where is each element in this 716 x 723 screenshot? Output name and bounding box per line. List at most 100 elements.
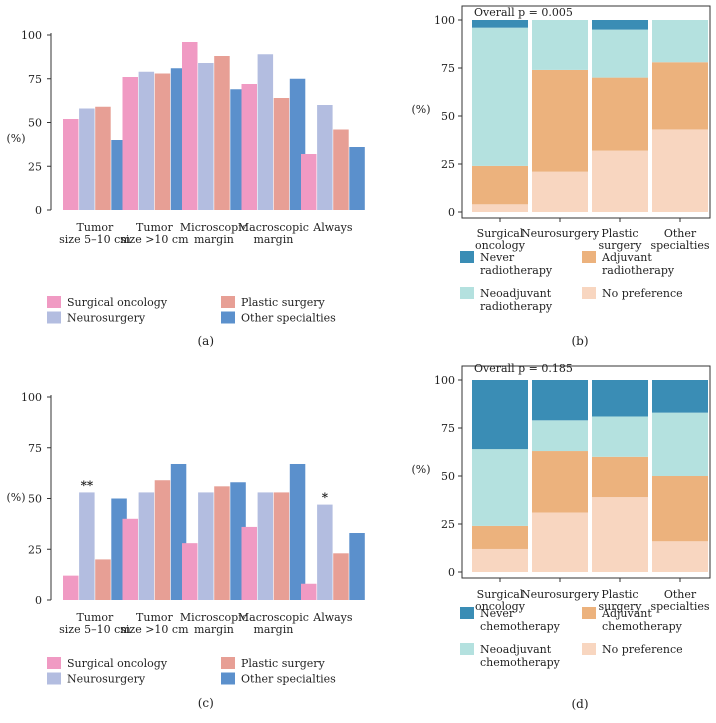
significance-marker: * [322,491,329,505]
bar [198,492,214,600]
y-tick-label: 100 [434,374,455,387]
stacked-segment [652,476,708,542]
y-tick-label: 25 [441,518,455,531]
y-tick-label: 75 [28,442,42,455]
x-tick-label: Plastic [601,588,638,601]
bar [257,492,274,600]
stacked-segment [652,129,708,212]
legend-label: radiotherapy [480,300,553,313]
bar [182,42,198,210]
stacked-segment [472,27,528,166]
stacked-segment [592,456,648,498]
y-tick-label: 100 [21,29,42,42]
x-tick-label: Tumor [136,611,173,624]
legend-swatch [460,607,474,619]
bar [349,533,365,600]
stacked-segment [592,416,648,457]
y-tick-label: 25 [28,160,42,173]
y-tick-label: 50 [441,470,455,483]
y-tick-label: 0 [448,206,455,219]
y-axis-label: (%) [411,103,430,116]
y-tick-label: 0 [35,594,42,607]
bar [214,56,230,210]
panel-label: (b) [571,334,588,348]
legend-swatch [47,672,61,685]
bar [301,583,317,600]
bar [241,84,257,210]
x-tick-label: specialties [650,600,709,613]
legend-label: Plastic surgery [241,296,326,309]
y-tick-label: 50 [441,110,455,123]
stacked-segment [472,20,528,28]
legend-label: Surgical oncology [67,296,168,309]
x-tick-label: Tumor [136,221,173,234]
x-tick-label: margin [253,233,293,246]
x-tick-label: surgery [598,239,642,252]
stacked-segment [652,62,708,130]
bar [301,154,317,210]
bar [154,480,171,600]
x-tick-label: Always [312,611,353,624]
x-tick-label: oncology [475,600,526,613]
x-tick-label: size 5–10 cm [59,623,131,636]
bar [333,129,349,210]
x-tick-label: Plastic [601,227,638,240]
legend-swatch [221,657,235,669]
stacked-segment [472,548,528,572]
x-tick-label: Macroscopic [238,611,309,624]
legend-label: No preference [602,643,683,656]
x-tick-label: Microscopic [180,221,248,234]
bar [95,559,111,600]
panel-label: (a) [197,334,214,348]
bar [95,106,111,210]
x-tick-label: Surgical [477,227,524,240]
bar [154,73,171,210]
stacked-segment [472,380,528,450]
plot-frame [461,5,711,219]
legend-label: Never [480,607,515,620]
legend-swatch [47,311,61,324]
legend-swatch [221,296,235,308]
x-tick-label: size >10 cm [120,233,189,246]
bar [182,543,198,600]
stacked-segment [532,451,588,513]
stacked-segment [472,525,528,549]
legend-label: Neurosurgery [67,673,146,686]
y-axis-label: (%) [6,491,25,504]
bar [79,108,95,210]
legend-label: Adjuvant [601,251,652,264]
stacked-segment [592,20,648,30]
legend-label: Surgical oncology [67,657,168,670]
bar [317,504,333,600]
x-tick-label: Tumor [77,221,114,234]
legend-swatch [460,643,474,655]
stacked-segment [592,77,648,151]
legend-label: chemotherapy [480,656,561,669]
stacked-segment [592,29,648,78]
stacked-segment [472,449,528,526]
y-tick-label: 75 [441,62,455,75]
x-tick-label: Neurosurgery [521,588,600,601]
stacked-segment [652,541,708,572]
plot-frame [461,365,711,579]
x-tick-label: size 5–10 cm [59,233,131,246]
bar [349,147,365,210]
legend-label: No preference [602,287,683,300]
legend-label: Neoadjuvant [480,287,552,300]
x-tick-label: Macroscopic [238,221,309,234]
legend-label: radiotherapy [480,264,553,277]
x-tick-label: margin [194,233,234,246]
stacked-segment [652,412,708,476]
significance-marker: ** [81,478,94,492]
bar [241,526,257,600]
y-tick-label: 75 [441,422,455,435]
legend-label: Other specialties [241,673,336,686]
stacked-segment [592,150,648,212]
y-tick-label: 100 [434,14,455,27]
y-tick-label: 0 [448,566,455,579]
stacked-segment [532,69,588,172]
stacked-segment [652,380,708,413]
x-tick-label: Tumor [77,611,114,624]
x-tick-label: Other [664,588,697,601]
legend-label: Neoadjuvant [480,643,552,656]
